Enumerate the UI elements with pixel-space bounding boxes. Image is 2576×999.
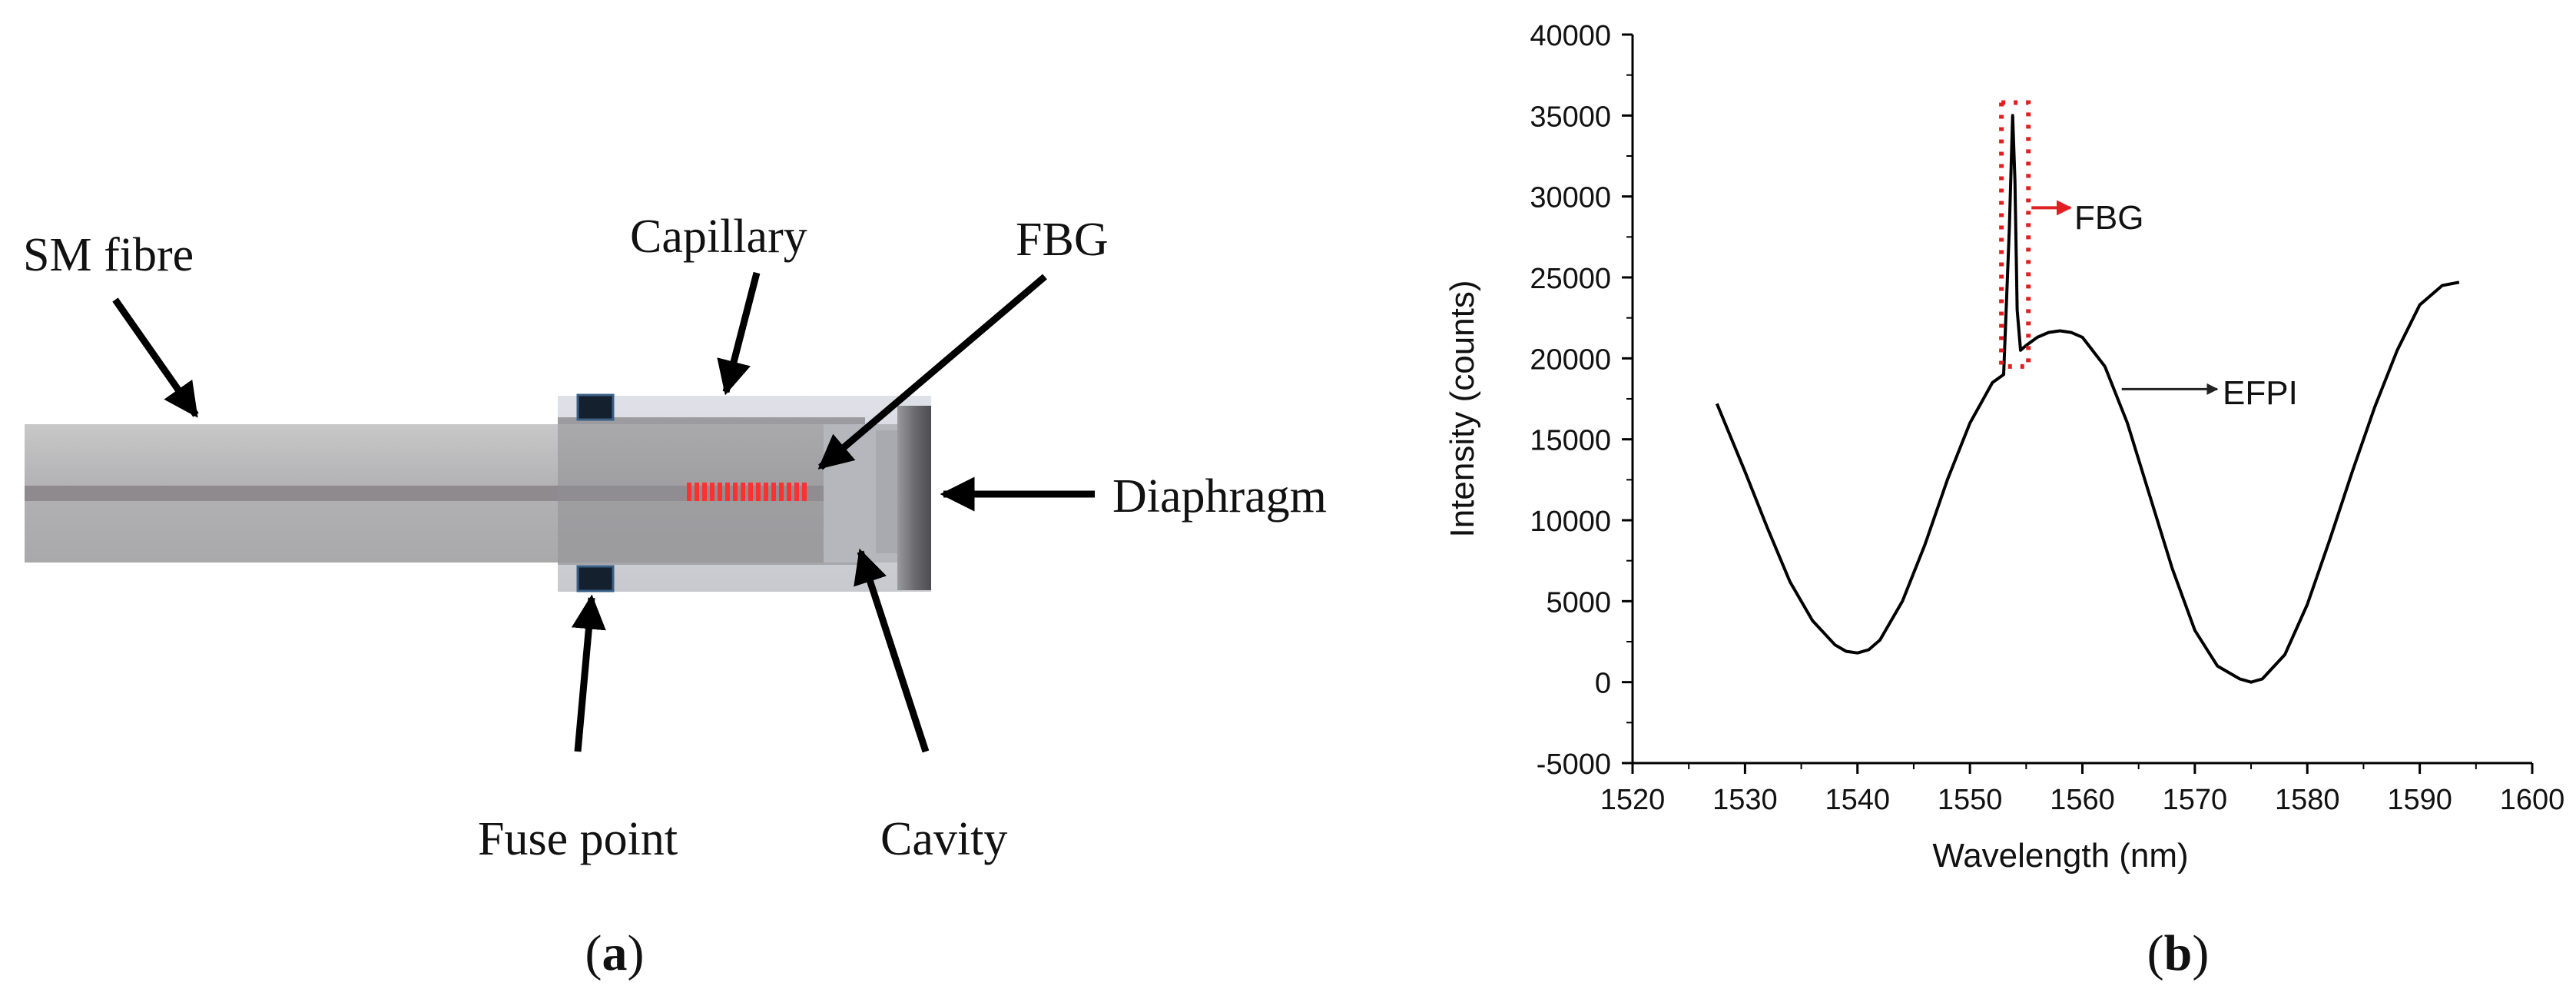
fuse-point-arrow: [571, 594, 606, 752]
label-fuse-point: Fuse point: [478, 813, 678, 865]
chart-ticks: -5000 0 5000 10000 15000 20000 25000 30000 35000…: [1530, 20, 2564, 816]
fbg-grating: [687, 483, 807, 501]
x-tick-label: 1540: [1825, 784, 1890, 816]
chart-annotation-fbg: FBG: [2074, 199, 2143, 237]
panel-a-arrows: [112, 271, 1095, 753]
fbg-highlight-box: [1999, 100, 2031, 369]
panel-a-labels: SM fibre Capillary FBG Diaphragm Fuse po…: [23, 211, 1327, 865]
diaphragm: [897, 406, 931, 590]
fbg-arrow: [817, 274, 1047, 470]
chart-x-axis-label: Wavelength (nm): [1932, 837, 2188, 875]
fbg-grating-line: [725, 483, 730, 501]
x-tick-label: 1570: [2163, 784, 2228, 816]
y-tick-label: 10000: [1530, 506, 1611, 538]
chart-annotation-efpi: EFPI: [2223, 374, 2298, 412]
fbg-grating-line: [794, 483, 799, 501]
spectrum-chart: -5000 0 5000 10000 15000 20000 25000 30000 35000…: [1530, 20, 2564, 816]
x-tick-label: 1530: [1712, 784, 1778, 816]
fbg-grating-line: [710, 483, 714, 501]
x-tick-label: 1580: [2275, 784, 2340, 816]
caption-panel-a: (a): [585, 925, 645, 981]
x-tick-label: 1600: [2500, 784, 2565, 816]
fbg-grating-line: [779, 483, 784, 501]
y-tick-label: 30000: [1530, 182, 1611, 214]
cavity-inner-shade: [876, 430, 899, 553]
chart-y-axis-label: Intensity (counts): [1444, 280, 1481, 537]
capillary-arrow: [717, 271, 761, 396]
fbg-grating-line: [741, 483, 745, 501]
fbg-grating-line: [802, 483, 807, 501]
fbg-grating-line: [695, 483, 699, 501]
fbg-grating-line: [687, 483, 691, 501]
fbg-grating-line: [771, 483, 776, 501]
caption-panel-b: (b): [2147, 925, 2210, 981]
label-cavity: Cavity: [880, 813, 1007, 865]
chart-axes: [1631, 35, 2532, 765]
fbg-grating-line: [787, 483, 791, 501]
label-diaphragm: Diaphragm: [1112, 470, 1327, 523]
fuse-point-top: [576, 393, 615, 421]
y-tick-label: 35000: [1530, 101, 1611, 133]
y-tick-label: 0: [1595, 668, 1611, 700]
y-tick-label: 25000: [1530, 263, 1611, 295]
x-tick-label: 1590: [2387, 784, 2452, 816]
label-capillary: Capillary: [630, 211, 807, 263]
sm-fibre-arrow: [112, 297, 199, 418]
fbg-grating-line: [718, 483, 722, 501]
y-tick-label: 15000: [1530, 425, 1611, 457]
chart-annotations: [1999, 100, 2219, 395]
x-tick-label: 1520: [1600, 784, 1666, 816]
chart-lines: [1715, 114, 2460, 684]
spectrum-line: [1715, 114, 2460, 684]
label-sm-fibre: SM fibre: [23, 229, 194, 281]
fbg-grating-line: [764, 483, 768, 501]
y-tick-label: 20000: [1530, 344, 1611, 376]
cavity-arrow: [854, 548, 930, 753]
y-tick-label: 5000: [1546, 586, 1611, 619]
fbg-grating-line: [756, 483, 761, 501]
fbg-grating-line: [702, 483, 707, 501]
fuse-point-bottom: [576, 565, 615, 592]
x-tick-label: 1560: [2050, 784, 2115, 816]
label-fbg: FBG: [1016, 214, 1109, 266]
y-tick-label: 40000: [1530, 20, 1611, 52]
y-tick-label: -5000: [1537, 748, 1611, 781]
fbg-grating-line: [733, 483, 738, 501]
x-tick-label: 1550: [1938, 784, 2003, 816]
fbg-grating-line: [748, 483, 753, 501]
sensor-schematic: [25, 393, 931, 592]
